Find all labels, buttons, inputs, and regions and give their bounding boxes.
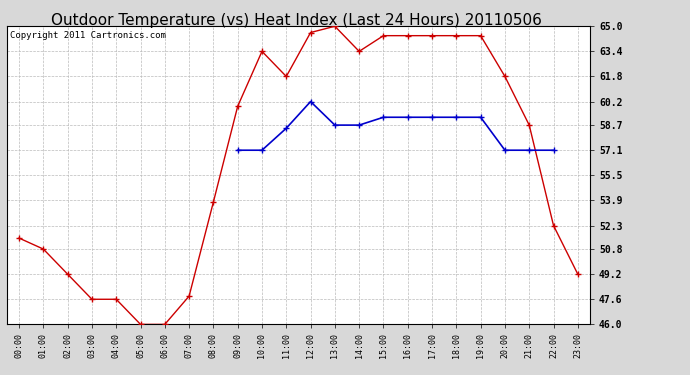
Text: Copyright 2011 Cartronics.com: Copyright 2011 Cartronics.com <box>10 31 166 40</box>
Text: Outdoor Temperature (vs) Heat Index (Last 24 Hours) 20110506: Outdoor Temperature (vs) Heat Index (Las… <box>51 13 542 28</box>
